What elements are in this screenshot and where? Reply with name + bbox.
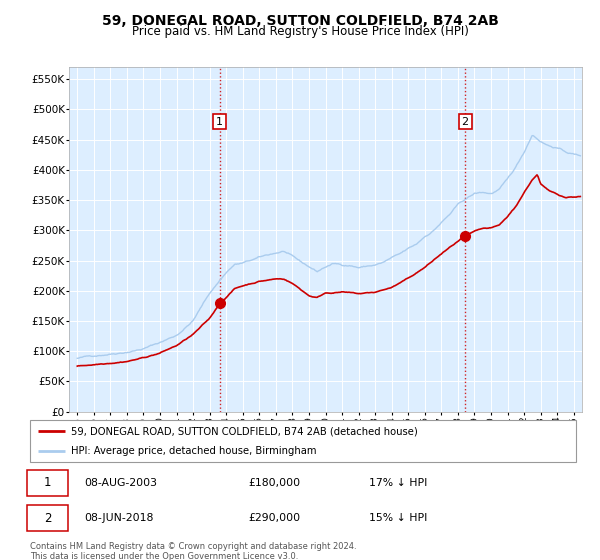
FancyBboxPatch shape [30, 420, 576, 462]
Text: £180,000: £180,000 [248, 478, 301, 488]
Text: 2: 2 [44, 511, 51, 525]
Text: £290,000: £290,000 [248, 513, 301, 523]
Text: HPI: Average price, detached house, Birmingham: HPI: Average price, detached house, Birm… [71, 446, 316, 456]
Text: 15% ↓ HPI: 15% ↓ HPI [368, 513, 427, 523]
Text: 1: 1 [216, 116, 223, 127]
Text: 08-AUG-2003: 08-AUG-2003 [85, 478, 158, 488]
Text: Price paid vs. HM Land Registry's House Price Index (HPI): Price paid vs. HM Land Registry's House … [131, 25, 469, 39]
Text: 08-JUN-2018: 08-JUN-2018 [85, 513, 154, 523]
Text: 59, DONEGAL ROAD, SUTTON COLDFIELD, B74 2AB: 59, DONEGAL ROAD, SUTTON COLDFIELD, B74 … [101, 14, 499, 28]
Text: 59, DONEGAL ROAD, SUTTON COLDFIELD, B74 2AB (detached house): 59, DONEGAL ROAD, SUTTON COLDFIELD, B74 … [71, 426, 418, 436]
FancyBboxPatch shape [27, 470, 68, 496]
Text: 1: 1 [44, 477, 51, 489]
Text: Contains HM Land Registry data © Crown copyright and database right 2024.
This d: Contains HM Land Registry data © Crown c… [30, 542, 356, 560]
Text: 17% ↓ HPI: 17% ↓ HPI [368, 478, 427, 488]
Text: 2: 2 [461, 116, 469, 127]
FancyBboxPatch shape [27, 505, 68, 531]
